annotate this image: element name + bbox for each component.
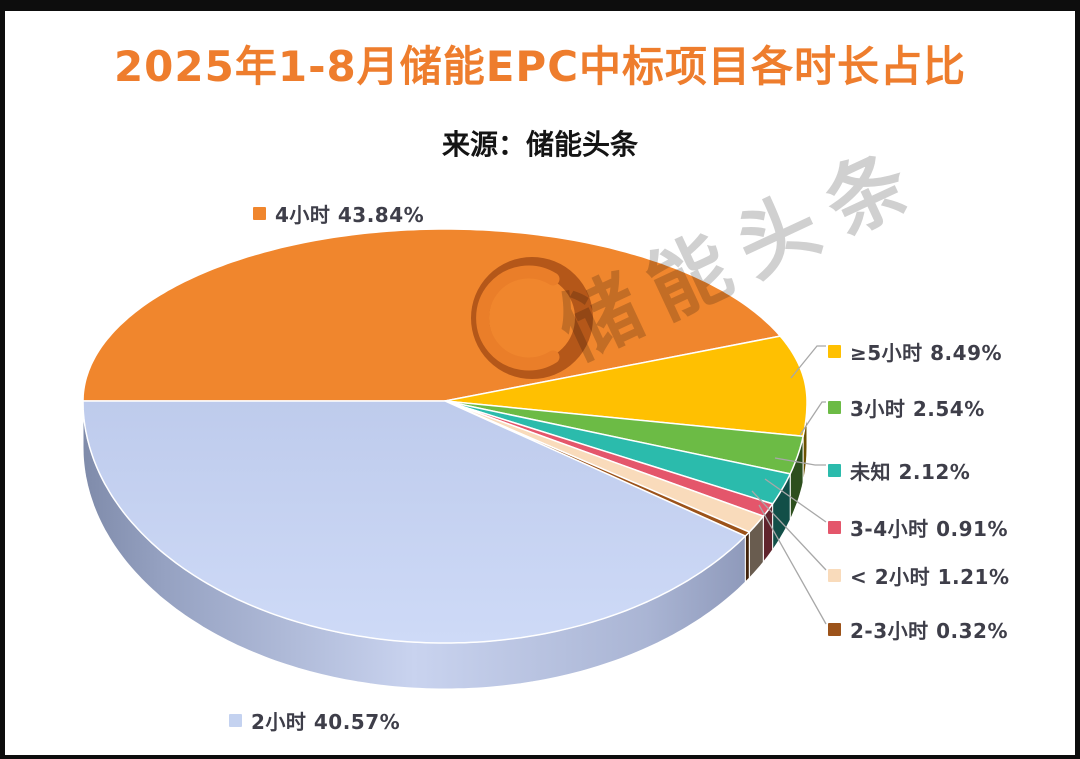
legend-item: 2小时 40.57%	[229, 706, 400, 735]
leader-line	[751, 490, 827, 571]
watermark-logo-icon	[471, 257, 593, 379]
legend-swatch-icon	[828, 464, 841, 477]
legend-swatch-icon	[828, 569, 841, 582]
legend-label: 2小时 40.57%	[251, 710, 401, 734]
legend-item: ≥5小时 8.49%	[828, 337, 1002, 366]
leader-line	[790, 345, 826, 379]
legend-label: 3小时 2.54%	[850, 397, 985, 421]
legend-item: 未知 2.12%	[828, 456, 970, 485]
legend-label: 4小时 43.84%	[275, 203, 425, 227]
pie-3d-svg	[82, 228, 827, 690]
legend-swatch-icon	[253, 207, 266, 220]
legend-item: < 2小时 1.21%	[828, 561, 1009, 590]
pie-side-walls	[82, 400, 808, 690]
pie-slice-face	[82, 228, 781, 402]
leader-line	[774, 457, 826, 466]
pie-top-faces	[82, 228, 808, 644]
leader-line	[758, 504, 827, 625]
legend-swatch-icon	[828, 521, 841, 534]
pie-slice-face	[444, 400, 791, 505]
legend-swatch-icon	[229, 714, 242, 727]
pie-slice-face	[444, 335, 808, 438]
legend-item: 3-4小时 0.91%	[828, 513, 1008, 542]
pie-slice-wall	[744, 530, 750, 584]
legend-item: 4小时 43.84%	[253, 199, 424, 228]
legend-leader-lines	[751, 345, 827, 625]
legend-label: 未知 2.12%	[850, 460, 971, 484]
legend-item: 3小时 2.54%	[828, 393, 985, 422]
legend-swatch-icon	[828, 623, 841, 636]
legend-swatch-icon	[828, 345, 841, 358]
legend-swatch-icon	[828, 401, 841, 414]
chart-title: 2025年1-8月储能EPC中标项目各时长占比	[113, 42, 967, 91]
legend-label: 2-3小时 0.32%	[850, 619, 1008, 643]
legend-label: ≥5小时 8.49%	[850, 341, 1003, 365]
chart-source: 来源：储能头条	[441, 128, 638, 161]
legend-item: 2-3小时 0.32%	[828, 615, 1008, 644]
legend-label: 3-4小时 0.91%	[850, 517, 1008, 541]
pie-slice-face	[82, 400, 747, 644]
leader-line	[764, 478, 827, 523]
leader-line	[799, 401, 826, 436]
legend-label: < 2小时 1.21%	[850, 565, 1010, 589]
